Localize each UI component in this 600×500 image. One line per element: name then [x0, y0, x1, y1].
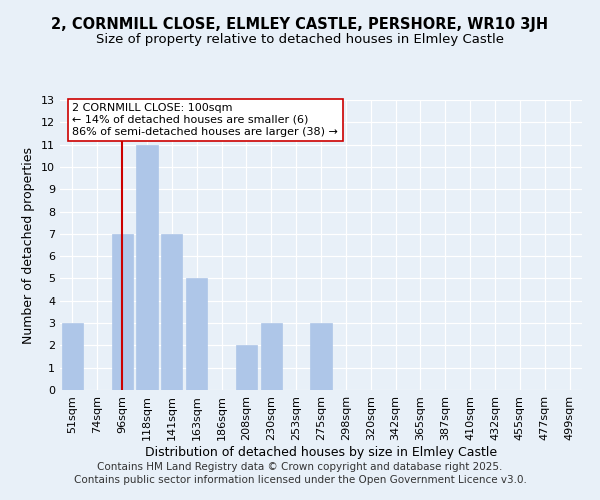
Bar: [161, 234, 182, 390]
Y-axis label: Number of detached properties: Number of detached properties: [22, 146, 35, 344]
Bar: [186, 278, 207, 390]
Text: Size of property relative to detached houses in Elmley Castle: Size of property relative to detached ho…: [96, 32, 504, 46]
Text: 2 CORNMILL CLOSE: 100sqm
← 14% of detached houses are smaller (6)
86% of semi-de: 2 CORNMILL CLOSE: 100sqm ← 14% of detach…: [73, 104, 338, 136]
Text: 2, CORNMILL CLOSE, ELMLEY CASTLE, PERSHORE, WR10 3JH: 2, CORNMILL CLOSE, ELMLEY CASTLE, PERSHO…: [52, 18, 548, 32]
Bar: [310, 323, 332, 390]
Bar: [112, 234, 133, 390]
Text: Contains HM Land Registry data © Crown copyright and database right 2025.: Contains HM Land Registry data © Crown c…: [97, 462, 503, 472]
Bar: [136, 144, 158, 390]
X-axis label: Distribution of detached houses by size in Elmley Castle: Distribution of detached houses by size …: [145, 446, 497, 458]
Bar: [261, 323, 282, 390]
Bar: [62, 323, 83, 390]
Bar: [236, 346, 257, 390]
Text: Contains public sector information licensed under the Open Government Licence v3: Contains public sector information licen…: [74, 475, 526, 485]
